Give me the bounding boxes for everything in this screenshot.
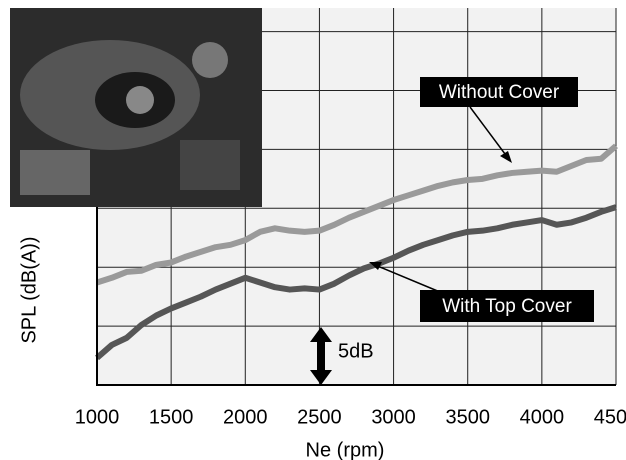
annotation-label: With Top Cover: [442, 296, 572, 317]
annotation-label: Without Cover: [439, 82, 560, 103]
x-tick-label: 4500: [594, 406, 626, 428]
x-tick-label: 2000: [223, 406, 268, 428]
scale-label: 5dB: [338, 340, 374, 362]
x-tick-label: 4000: [520, 406, 565, 428]
x-axis-title: Ne (rpm): [306, 439, 385, 460]
x-tick-label: 1500: [149, 406, 194, 428]
chart: Without Cover With Top Cover 5dB Ne (rpm…: [0, 0, 626, 460]
x-tick-label: 2500: [297, 406, 342, 428]
engine-photo: [10, 8, 262, 207]
x-tick-label: 3500: [445, 406, 490, 428]
y-axis-title: SPL (dB(A)): [18, 236, 40, 343]
x-tick-label: 1000: [75, 406, 120, 428]
x-tick-label: 3000: [371, 406, 416, 428]
